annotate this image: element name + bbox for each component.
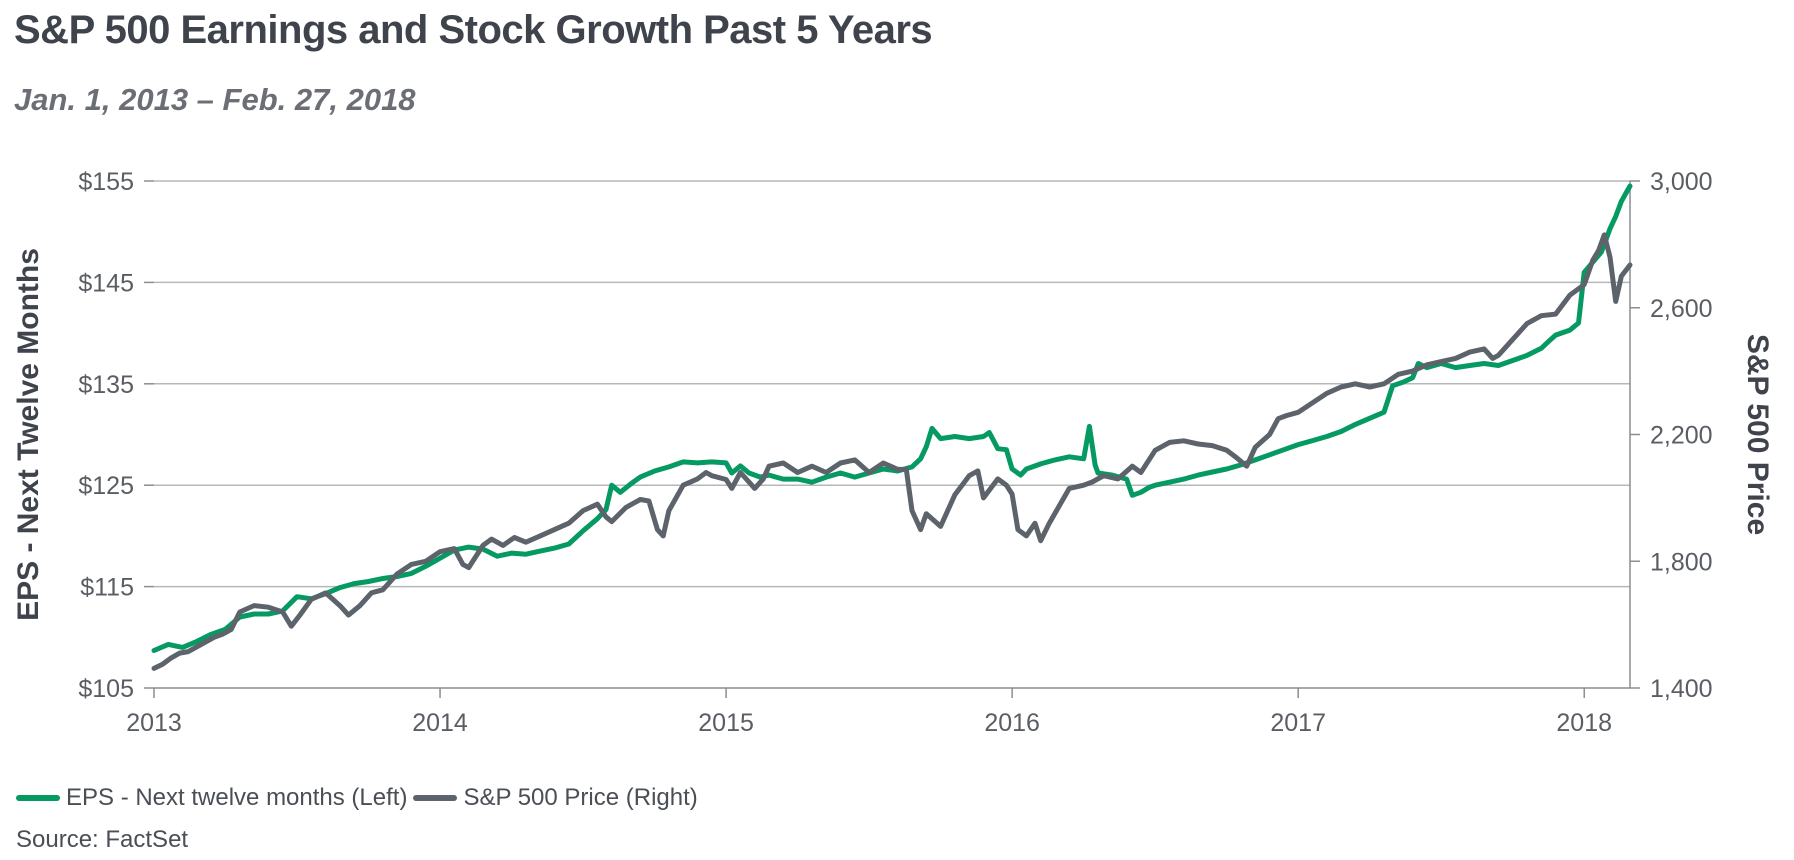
chart-subtitle: Jan. 1, 2013 – Feb. 27, 2018 [14, 82, 416, 117]
y-right-tick-label: 2,600 [1650, 295, 1713, 323]
legend-label-price: S&P 500 Price (Right) [463, 784, 698, 811]
y-left-tick-label: $145 [78, 269, 134, 297]
y-right-tick-label: 2,200 [1650, 422, 1713, 450]
series-layer [151, 183, 1633, 671]
y-left-tick-label: $155 [78, 168, 134, 196]
line-chart: $105 $115 $125 $135 $145 $155 1,400 1,800 2,200 2… [12, 168, 1774, 737]
y-left-tick-label: $135 [78, 371, 134, 399]
x-tick-label: 2016 [984, 709, 1040, 737]
legend-label-eps: EPS - Next twelve months (Left) [66, 784, 408, 811]
y-left-tick-label: $125 [78, 472, 134, 500]
chart-title: S&P 500 Earnings and Stock Growth Past 5… [14, 8, 933, 52]
source-note: Source: FactSet [16, 826, 189, 853]
grid-layer [154, 180, 1630, 588]
y-axis-left-title: EPS - Next Twelve Months [12, 248, 45, 621]
x-tick-label: 2013 [126, 709, 182, 737]
y-axis-right-title: S&P 500 Price [1741, 334, 1774, 535]
legend-swatch-price [413, 795, 458, 801]
legend-item-eps: EPS - Next twelve months (Left) [16, 784, 407, 812]
y-left-tick-label: $115 [80, 574, 134, 602]
x-tick-label: 2018 [1556, 709, 1612, 737]
series-line-eps [151, 183, 1633, 653]
y-right-tick-label: 1,400 [1650, 675, 1713, 703]
x-tick-label: 2015 [698, 709, 754, 737]
legend: EPS - Next twelve months (Left) S&P 500 … [16, 784, 704, 812]
x-tick-label: 2014 [412, 709, 468, 737]
x-tick-label: 2017 [1270, 709, 1326, 737]
axis-layer: $105 $115 $125 $135 $145 $155 1,400 1,800 2,200 2… [78, 168, 1712, 737]
y-left-tick-label: $105 [78, 675, 134, 703]
legend-swatch-eps [16, 795, 60, 801]
y-right-tick-label: 3,000 [1650, 168, 1713, 196]
y-right-tick-label: 1,800 [1650, 548, 1713, 576]
series-line-price [151, 232, 1633, 671]
legend-item-price: S&P 500 Price (Right) [413, 784, 698, 812]
